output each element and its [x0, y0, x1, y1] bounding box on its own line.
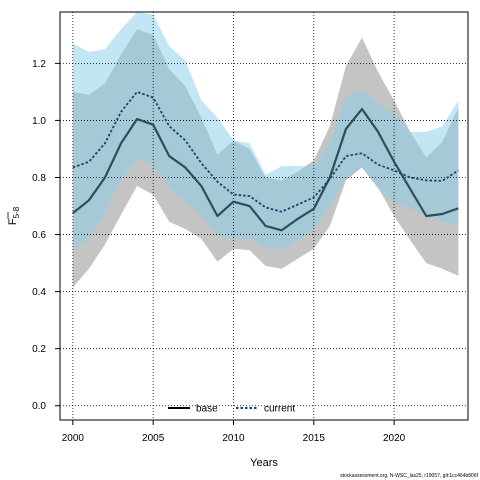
y-tick-label: 0.8	[32, 173, 46, 184]
legend: base current	[168, 404, 295, 415]
grid-lines	[60, 12, 468, 420]
y-tick-label: 1.2	[32, 59, 46, 70]
axes: 2000 2005 2010 2015 2020 0.0 0.2 0.4 0.6 0.8 1.0 1.…	[32, 59, 406, 444]
y-axis-label-main: F	[7, 218, 19, 225]
y-tick-label: 0.2	[32, 344, 46, 355]
line-base	[72, 107, 459, 232]
y-tick-label: 0.6	[32, 230, 46, 241]
y-tick-label: 0.4	[32, 287, 46, 298]
y-tick-label: 1.0	[32, 116, 46, 127]
y-tick-label: 0.0	[32, 401, 46, 412]
series-lines	[72, 90, 459, 232]
legend-label-base: base	[196, 404, 218, 415]
x-tick-label: 2010	[222, 433, 245, 444]
source-note: stockassessment.org, N-WSC_las25, r19057…	[340, 473, 478, 479]
legend-label-current: current	[264, 404, 295, 415]
x-tick-label: 2015	[303, 433, 326, 444]
band-current	[72, 12, 459, 251]
x-axis-label: Years	[250, 457, 278, 469]
x-tick-label: 2005	[142, 433, 165, 444]
y-axis-label-subscript: 5-8	[12, 206, 21, 218]
plot-frame	[59, 11, 469, 421]
x-tick-label: 2000	[62, 433, 85, 444]
y-axis-label: F5-8	[7, 206, 21, 225]
x-tick-label: 2020	[383, 433, 406, 444]
confidence-bands	[72, 12, 459, 288]
